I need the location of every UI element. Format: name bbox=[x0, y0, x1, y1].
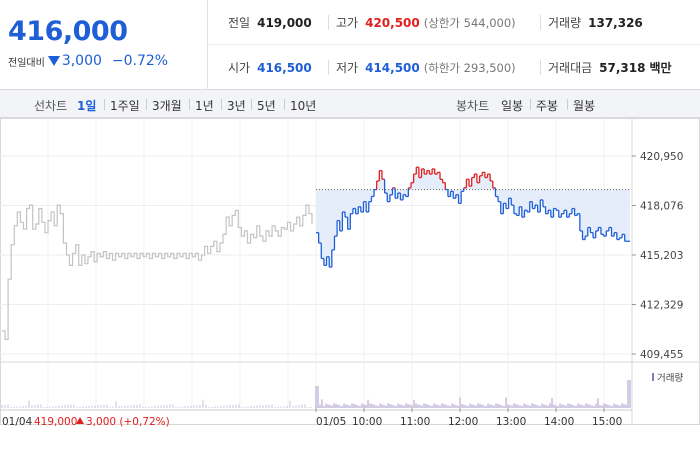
tab-period[interactable]: 1년 bbox=[195, 99, 214, 113]
quote-row: 전일 419,000 고가 420,500 (상한가 544,000) 거래량 137,32… bbox=[208, 0, 700, 45]
today-area-fill bbox=[316, 167, 630, 268]
x-tick-label: 10:00 bbox=[352, 416, 382, 428]
quote-stat-value: 419,000 bbox=[257, 15, 312, 30]
tab-divider bbox=[251, 99, 252, 110]
quote-stat-limit: (하한가 293,500) bbox=[423, 60, 516, 75]
x-tick-label: 15:00 bbox=[592, 416, 622, 428]
price-chart-svg: 420,950 418,076 415,203 412,329 409,455 거래량 01… bbox=[0, 118, 700, 428]
x-tick-label: 12:00 bbox=[448, 416, 478, 428]
quote-panel: 416,000 전일대비 3,000 −0.72% 전일 419,000 고가 420… bbox=[0, 0, 700, 90]
quote-stat-value: 137,326 bbox=[588, 15, 643, 30]
quote-row: 시가 416,500 저가 414,500 (하한가 293,500) 거래대금 57,31… bbox=[208, 45, 700, 90]
prev-day-close: 419,000 bbox=[34, 416, 77, 428]
quote-stat: 저가 414,500 (하한가 293,500) bbox=[336, 45, 516, 90]
x-tick-label: 14:00 bbox=[544, 416, 574, 428]
quote-stat-label: 저가 bbox=[336, 61, 359, 75]
divider bbox=[540, 60, 541, 75]
volume-bars bbox=[1, 380, 631, 408]
quote-stat: 시가 416,500 bbox=[228, 45, 312, 90]
quote-stat-label: 거래대금 bbox=[548, 61, 593, 75]
quote-stat: 거래량 137,326 bbox=[548, 0, 643, 45]
up-triangle-icon bbox=[76, 417, 84, 424]
tab-period[interactable]: 1일 bbox=[77, 99, 97, 113]
quote-stat-value: 57,318 bbox=[599, 60, 646, 75]
tab-divider bbox=[146, 99, 147, 110]
y-tick-label: 418,076 bbox=[640, 201, 684, 213]
divider bbox=[328, 60, 329, 75]
quote-stat: 고가 420,500 (상한가 544,000) bbox=[336, 0, 516, 45]
x-tick-label: 01/05 bbox=[316, 416, 346, 428]
quote-stat: 전일 419,000 bbox=[228, 0, 312, 45]
quote-stat-value: 416,500 bbox=[257, 60, 312, 75]
y-tick-label: 412,329 bbox=[640, 300, 683, 312]
tab-candle[interactable]: 주봉 bbox=[536, 99, 559, 113]
tab-divider bbox=[221, 99, 222, 110]
divider bbox=[328, 15, 329, 30]
price-change: 전일대비 3,000 −0.72% bbox=[8, 53, 168, 69]
quote-stat-label: 전일 bbox=[228, 16, 251, 30]
quote-stat-label: 시가 bbox=[228, 61, 251, 75]
y-tick-label: 420,950 bbox=[640, 151, 683, 163]
tab-period[interactable]: 3년 bbox=[227, 99, 246, 113]
tab-divider bbox=[284, 99, 285, 110]
y-tick-label: 409,455 bbox=[640, 349, 683, 361]
tab-period[interactable]: 10년 bbox=[290, 99, 317, 113]
down-triangle-icon bbox=[47, 56, 60, 66]
tab-candle[interactable]: 일봉 bbox=[501, 99, 524, 113]
quote-stat-value: 414,500 bbox=[365, 60, 420, 75]
change-percent: −0.72% bbox=[111, 53, 169, 69]
stock-chart: 420,950 418,076 415,203 412,329 409,455 거래량 01… bbox=[0, 118, 700, 450]
quote-stat-label: 고가 bbox=[336, 16, 359, 30]
tab-divider bbox=[104, 99, 105, 110]
divider bbox=[540, 15, 541, 30]
quote-stat-label: 거래량 bbox=[548, 16, 582, 30]
prev-day-change: 3,000 (+0,72%) bbox=[86, 416, 170, 428]
candle-chart-label: 봉차트 bbox=[456, 99, 490, 113]
line-chart-label: 선차트 bbox=[34, 99, 68, 113]
quote-stat-limit: (상한가 544,000) bbox=[423, 15, 516, 30]
quote-stat-unit: 백만 bbox=[649, 61, 672, 75]
current-price-box: 416,000 전일대비 3,000 −0.72% bbox=[0, 0, 208, 90]
current-price: 416,000 bbox=[8, 16, 128, 47]
tab-period[interactable]: 1주일 bbox=[110, 99, 140, 113]
tab-candle[interactable]: 월봉 bbox=[573, 99, 596, 113]
chart-frame bbox=[0, 118, 700, 425]
y-tick-label: 415,203 bbox=[640, 250, 683, 262]
x-tick-label: 11:00 bbox=[400, 416, 430, 428]
tab-divider bbox=[567, 99, 568, 110]
x-tick-label: 13:00 bbox=[496, 416, 526, 428]
quote-stat: 거래대금 57,318 백만 bbox=[548, 45, 672, 90]
tab-period[interactable]: 5년 bbox=[257, 99, 276, 113]
tab-period[interactable]: 3개월 bbox=[152, 99, 182, 113]
tab-divider bbox=[530, 99, 531, 110]
change-label: 전일대비 bbox=[8, 57, 45, 69]
change-amount: 3,000 bbox=[61, 53, 102, 69]
chart-period-tabs: 선차트 1일 1주일 3개월 1년 3년 5년 10년 봉차트 일봉 주봉 월봉 bbox=[0, 90, 700, 118]
volume-legend-label: 거래량 bbox=[657, 372, 683, 384]
prev-day-date: 01/04 bbox=[2, 416, 33, 428]
tab-divider bbox=[189, 99, 190, 110]
quote-stats-grid: 전일 419,000 고가 420,500 (상한가 544,000) 거래량 137,32… bbox=[208, 0, 700, 90]
prev-day-line bbox=[2, 204, 313, 340]
quote-stat-value: 420,500 bbox=[365, 15, 420, 30]
volume-legend-swatch bbox=[652, 373, 654, 381]
